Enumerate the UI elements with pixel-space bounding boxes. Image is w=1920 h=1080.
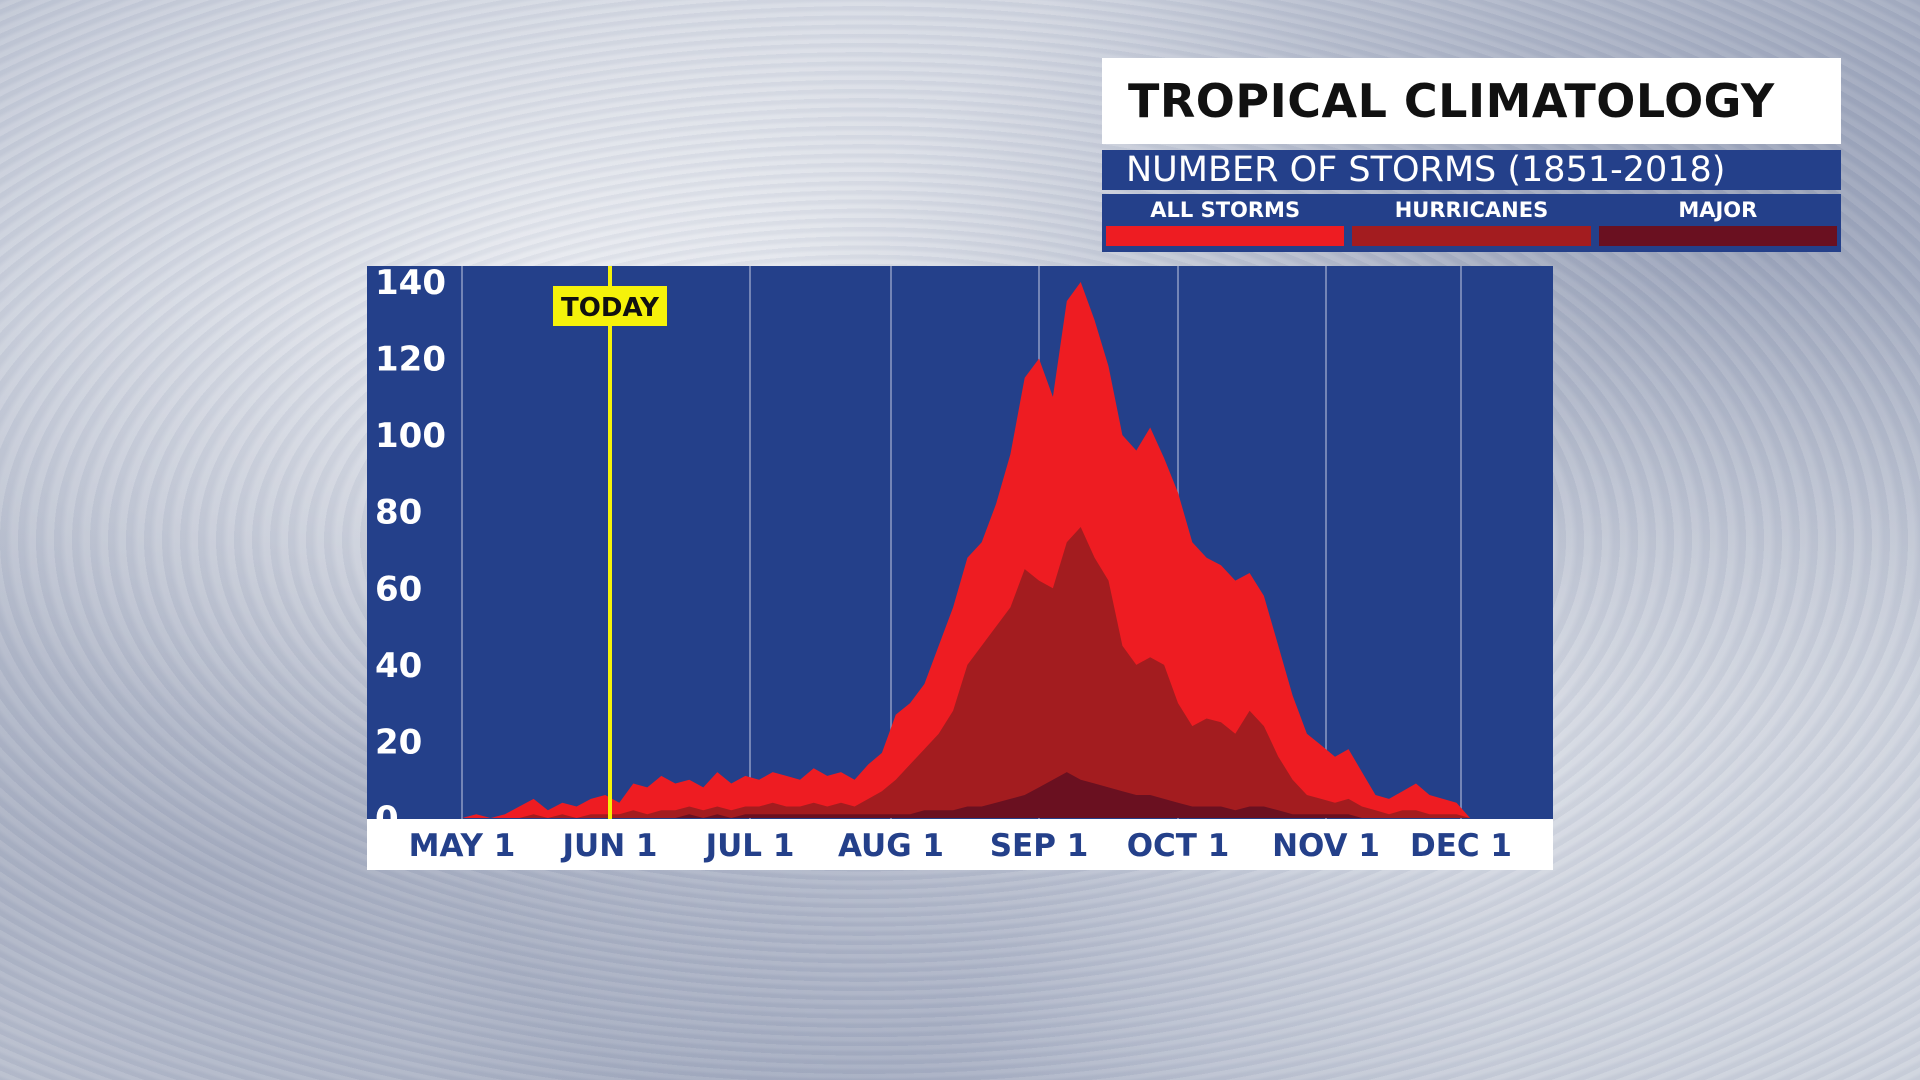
x-tick-label: AUG 1 bbox=[838, 828, 944, 864]
y-tick-label: 100 bbox=[375, 416, 446, 456]
series-area-all-storms bbox=[462, 282, 1470, 818]
y-tick-label: 140 bbox=[375, 266, 446, 303]
legend-label: MAJOR HURRICANES bbox=[1641, 198, 1795, 250]
chart-panel: 140 120 100 80 60 40 20 0 MAY 1 JUN 1 JUL 1 AUG 1 SE… bbox=[367, 266, 1553, 870]
x-tick-label: MAY 1 bbox=[409, 828, 516, 864]
today-marker-badge bbox=[553, 286, 667, 326]
legend-swatch bbox=[1598, 226, 1837, 246]
legend-item-hurricanes: HURRICANES bbox=[1352, 196, 1591, 248]
series-area-hurricanes bbox=[462, 527, 1470, 818]
page-title: TROPICAL CLIMATOLOGY bbox=[1128, 74, 1775, 128]
y-tick-label: 20 bbox=[375, 722, 422, 762]
x-axis-band bbox=[367, 819, 1553, 870]
y-tick-label: 40 bbox=[375, 646, 422, 686]
legend-swatch bbox=[1352, 226, 1591, 246]
x-tick-label: NOV 1 bbox=[1272, 828, 1380, 864]
subtitle-bar: NUMBER OF STORMS (1851-2018) bbox=[1102, 150, 1841, 190]
y-tick-label: 120 bbox=[375, 340, 446, 380]
y-tick-label: 0 bbox=[375, 799, 399, 839]
today-marker-label: TODAY bbox=[561, 293, 660, 323]
legend-swatch bbox=[1106, 226, 1345, 246]
storm-climatology-chart: 140 120 100 80 60 40 20 0 MAY 1 JUN 1 JUL 1 AUG 1 SE… bbox=[367, 266, 1553, 870]
legend-item-all-storms: ALL STORMS bbox=[1106, 196, 1345, 248]
chart-subtitle: NUMBER OF STORMS (1851-2018) bbox=[1126, 150, 1726, 190]
series-area-major-hurricanes bbox=[462, 772, 1470, 818]
legend-item-major-hurricanes: MAJOR HURRICANES bbox=[1598, 196, 1837, 250]
x-tick-label: JUL 1 bbox=[704, 828, 795, 864]
legend-label: HURRICANES bbox=[1394, 198, 1549, 222]
legend: ALL STORMS HURRICANES MAJOR HURRICANES bbox=[1102, 194, 1841, 252]
x-tick-label: OCT 1 bbox=[1127, 828, 1230, 864]
y-tick-label: 60 bbox=[375, 569, 422, 609]
y-tick-label: 80 bbox=[375, 493, 422, 533]
x-tick-label: DEC 1 bbox=[1410, 828, 1512, 864]
x-tick-label: SEP 1 bbox=[990, 828, 1089, 864]
title-bar: TROPICAL CLIMATOLOGY bbox=[1102, 58, 1841, 144]
legend-label: ALL STORMS bbox=[1150, 198, 1301, 222]
x-tick-label: JUN 1 bbox=[560, 828, 657, 864]
chart-header-panel: TROPICAL CLIMATOLOGY NUMBER OF STORMS (1… bbox=[1102, 58, 1841, 252]
